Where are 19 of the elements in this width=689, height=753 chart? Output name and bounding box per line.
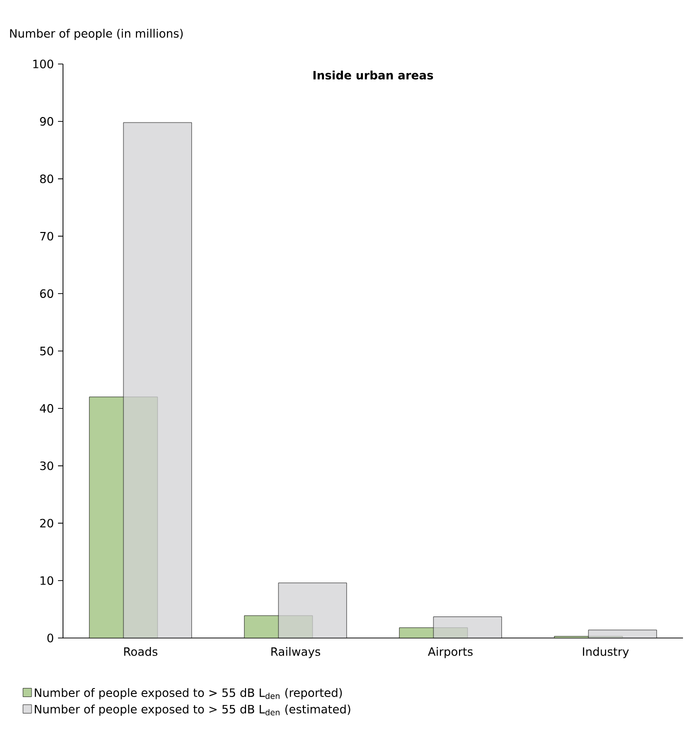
y-tick-label: 100 (33, 60, 54, 68)
y-axis-title: Number of people (in millions) (10, 28, 183, 40)
y-tick-label: 20 (40, 518, 54, 528)
x-tick-label: Railways (271, 647, 320, 658)
y-tick-label: 0 (47, 634, 54, 642)
y-tick-label: 40 (40, 404, 54, 413)
legend-label: Number of people exposed to > 55 dB L$_{den}$ (estimated) (34, 704, 350, 716)
y-tick-label: 80 (40, 174, 54, 184)
x-tick-label: Airports (428, 647, 473, 658)
y-tick-label: 30 (40, 461, 54, 470)
legend-label: Number of people exposed to > 55 dB L$_{den}$ (reported) (34, 688, 342, 700)
y-tick-label: 50 (40, 346, 54, 356)
y-tick-label: 90 (40, 117, 54, 126)
chart-title: Inside urban areas (313, 70, 434, 80)
x-tick-label: Industry (582, 647, 629, 658)
y-tick-label: 60 (40, 289, 54, 298)
y-tick-label: 70 (40, 232, 54, 241)
y-tick-label: 10 (40, 576, 54, 585)
x-tick-label: Roads (124, 647, 158, 656)
